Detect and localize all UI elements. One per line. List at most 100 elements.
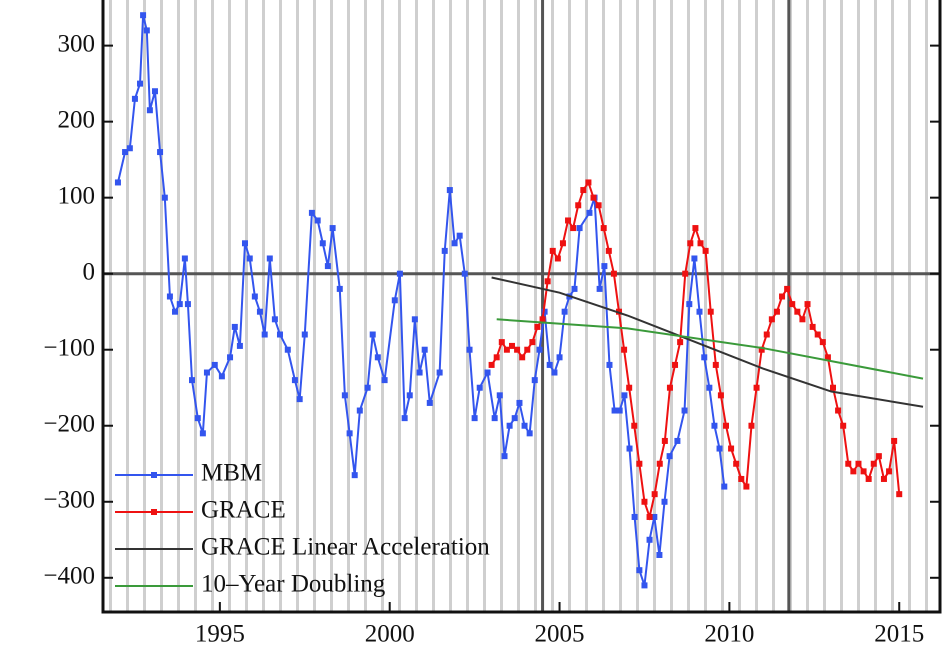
series-marker <box>728 445 735 452</box>
series-marker <box>722 422 729 429</box>
series-marker <box>636 460 643 467</box>
series-marker <box>157 149 164 156</box>
series-marker <box>324 263 331 270</box>
series-line <box>491 276 924 408</box>
series-marker <box>702 247 709 254</box>
series-marker <box>546 361 553 368</box>
series-marker <box>246 255 253 262</box>
series-marker <box>753 384 760 391</box>
series-marker <box>231 323 238 330</box>
series-marker <box>406 392 413 399</box>
series-marker <box>137 80 144 87</box>
series-marker <box>691 255 698 262</box>
series-marker <box>531 377 538 384</box>
legend-label: MBM <box>201 460 262 487</box>
series-marker <box>712 361 719 368</box>
series-marker <box>131 95 138 102</box>
series-marker <box>484 369 491 376</box>
series-marker <box>586 209 593 216</box>
series-marker <box>600 225 607 232</box>
x-tick-label: 2010 <box>704 621 754 648</box>
series-marker <box>896 491 903 498</box>
series-marker <box>551 369 558 376</box>
series-marker <box>451 240 458 247</box>
series-marker <box>576 225 583 232</box>
series-marker <box>829 384 836 391</box>
series-marker <box>891 437 898 444</box>
series-marker <box>585 179 592 186</box>
series-marker <box>227 354 234 361</box>
series-marker <box>516 399 523 406</box>
series-marker <box>870 460 877 467</box>
series-marker <box>554 255 561 262</box>
series-marker <box>161 194 168 201</box>
series-marker <box>651 491 658 498</box>
series-marker <box>539 316 546 323</box>
y-tick-label: −300 <box>43 486 95 513</box>
series-marker <box>855 460 862 467</box>
series-marker <box>824 354 831 361</box>
series-marker <box>314 217 321 224</box>
series-marker <box>391 297 398 304</box>
series-marker <box>779 293 786 300</box>
series-marker <box>146 107 153 114</box>
series-line <box>496 318 924 380</box>
series-marker <box>706 384 713 391</box>
series-marker <box>456 232 463 239</box>
series-marker <box>411 316 418 323</box>
series-marker <box>493 354 500 361</box>
series-marker <box>717 392 724 399</box>
series-marker <box>556 354 563 361</box>
series-marker <box>266 255 273 262</box>
series-marker <box>768 316 775 323</box>
series-marker <box>686 301 693 308</box>
series-marker <box>126 145 133 152</box>
y-tick-label: 0 <box>83 258 96 285</box>
series-marker <box>369 331 376 338</box>
series-marker <box>596 285 603 292</box>
series-marker <box>636 567 643 574</box>
y-tick-label: −400 <box>43 563 95 590</box>
series-marker <box>284 346 291 353</box>
series-marker <box>641 582 648 589</box>
series-marker <box>441 247 448 254</box>
series-marker <box>804 301 811 308</box>
series-marker <box>575 202 582 209</box>
series-marker <box>296 396 303 403</box>
series-marker <box>763 331 770 338</box>
legend-marker <box>151 509 157 515</box>
series-marker <box>565 217 572 224</box>
series-marker <box>886 468 893 475</box>
series-marker <box>426 399 433 406</box>
series-marker <box>835 407 842 414</box>
series-marker <box>544 278 551 285</box>
series-marker <box>621 346 628 353</box>
series-marker <box>789 301 796 308</box>
series-marker <box>122 149 129 156</box>
series-marker <box>519 354 526 361</box>
series-marker <box>758 346 765 353</box>
series-marker <box>218 373 225 380</box>
series-marker <box>381 377 388 384</box>
series-marker <box>656 551 663 558</box>
x-tick-label: 2005 <box>535 621 585 648</box>
series-marker <box>364 384 371 391</box>
series-marker <box>356 407 363 414</box>
series-marker <box>549 247 556 254</box>
series-marker <box>176 301 183 308</box>
series-marker <box>621 392 628 399</box>
series-marker <box>880 475 887 482</box>
series-marker <box>697 240 704 247</box>
series-marker <box>511 415 518 422</box>
series-marker <box>559 240 566 247</box>
series-marker <box>666 453 673 460</box>
series-marker <box>646 513 653 520</box>
series-marker <box>521 422 528 429</box>
series-marker <box>784 285 791 292</box>
series-marker <box>601 263 608 270</box>
series-marker <box>561 308 568 315</box>
series-marker <box>743 483 750 490</box>
series-marker <box>606 361 613 368</box>
series-marker <box>661 437 668 444</box>
